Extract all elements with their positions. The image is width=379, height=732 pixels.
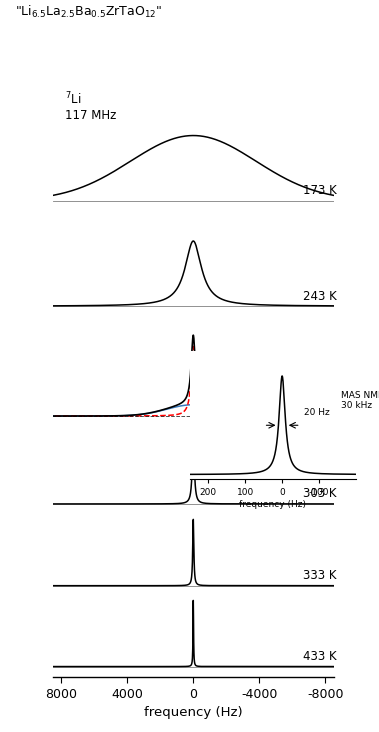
Text: 303 K: 303 K xyxy=(303,488,337,501)
X-axis label: frequency (Hz): frequency (Hz) xyxy=(144,706,243,719)
Text: 20 Hz: 20 Hz xyxy=(304,408,330,417)
Text: 273 K: 273 K xyxy=(303,400,337,413)
Text: 173 K: 173 K xyxy=(303,184,337,197)
Text: 333 K: 333 K xyxy=(303,569,337,582)
Text: 243 K: 243 K xyxy=(303,290,337,302)
Text: "Li$_{6.5}$La$_{2.5}$Ba$_{0.5}$ZrTaO$_{12}$": "Li$_{6.5}$La$_{2.5}$Ba$_{0.5}$ZrTaO$_{1… xyxy=(15,4,163,20)
Text: $^{7}$Li
117 MHz: $^{7}$Li 117 MHz xyxy=(64,91,116,122)
X-axis label: frequency (Hz): frequency (Hz) xyxy=(240,500,306,509)
Text: 433 K: 433 K xyxy=(303,650,337,663)
Text: MAS NMR
30 kHz: MAS NMR 30 kHz xyxy=(341,391,379,410)
